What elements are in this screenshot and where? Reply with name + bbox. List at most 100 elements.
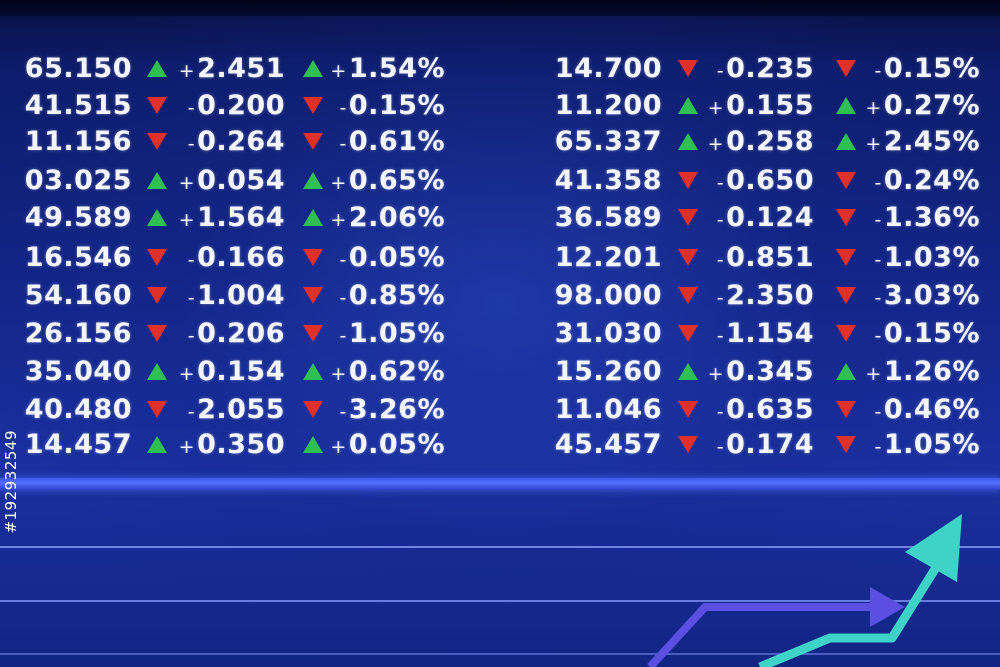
percent-value: 3.26% xyxy=(348,393,445,425)
down-triangle-icon xyxy=(678,248,698,266)
percent-sign: - xyxy=(874,286,882,309)
change-value: 0.650 xyxy=(726,164,814,196)
change-value: 0.166 xyxy=(197,241,285,273)
change-sign: + xyxy=(178,362,196,385)
quote-change: -0.650 xyxy=(698,165,814,196)
up-triangle-icon xyxy=(303,208,323,226)
change-value: 2.451 xyxy=(197,52,285,84)
quote-row: 11.200 +0.155 +0.27% xyxy=(550,88,980,122)
quote-change: +0.155 xyxy=(698,90,814,121)
up-triangle-icon xyxy=(147,435,167,453)
change-sign: - xyxy=(716,286,725,309)
quote-value: 35.040 xyxy=(24,355,132,387)
quote-change: -0.264 xyxy=(167,126,285,157)
percent-sign: - xyxy=(339,400,347,423)
quote-percent: +1.26% xyxy=(856,356,980,387)
quote-row: 31.030 -1.154 -0.15% xyxy=(550,316,980,350)
quote-row: 03.025 +0.054 +0.65% xyxy=(20,163,445,197)
quote-row: 36.589 -0.124 -1.36% xyxy=(550,200,980,234)
quote-value: 41.515 xyxy=(24,89,132,121)
quote-row: 49.589 +1.564 +2.06% xyxy=(20,200,445,234)
quote-change: -0.200 xyxy=(167,90,285,121)
percent-value: 0.15% xyxy=(883,317,980,349)
quote-value: 11.200 xyxy=(554,89,662,121)
up-triangle-icon xyxy=(836,132,856,150)
percent-value: 0.27% xyxy=(883,89,980,121)
down-triangle-icon xyxy=(303,324,323,342)
quote-change: +0.154 xyxy=(167,356,285,387)
down-triangle-icon xyxy=(303,248,323,266)
down-triangle-icon xyxy=(147,132,167,150)
main-arrow-head-icon xyxy=(905,514,962,582)
percent-sign: - xyxy=(339,324,347,347)
up-triangle-icon xyxy=(678,96,698,114)
quote-change: -2.350 xyxy=(698,280,814,311)
percent-value: 1.03% xyxy=(883,241,980,273)
change-value: 1.004 xyxy=(197,279,285,311)
change-value: 2.350 xyxy=(726,279,814,311)
quote-change: +0.350 xyxy=(167,429,285,460)
down-triangle-icon xyxy=(303,400,323,418)
quote-row: 35.040 +0.154 +0.62% xyxy=(20,354,445,388)
quote-value: 65.150 xyxy=(24,52,132,84)
down-triangle-icon xyxy=(678,171,698,189)
quote-row: 14.457 +0.350 +0.05% xyxy=(20,427,445,461)
quote-value: 54.160 xyxy=(24,279,132,311)
percent-value: 1.05% xyxy=(883,428,980,460)
trend-chart xyxy=(0,514,1000,667)
up-triangle-icon xyxy=(836,362,856,380)
quote-row: 45.457 -0.174 -1.05% xyxy=(550,427,980,461)
change-sign: - xyxy=(716,171,725,194)
quote-change: -1.004 xyxy=(167,280,285,311)
quote-value: 98.000 xyxy=(554,279,662,311)
down-triangle-icon xyxy=(836,286,856,304)
quote-value: 65.337 xyxy=(554,125,662,157)
quote-change: +2.451 xyxy=(167,53,285,84)
change-sign: - xyxy=(716,324,725,347)
change-value: 0.258 xyxy=(726,125,814,157)
change-value: 0.635 xyxy=(726,393,814,425)
percent-sign: + xyxy=(865,96,882,119)
percent-sign: + xyxy=(865,362,882,385)
quote-change: -0.635 xyxy=(698,394,814,425)
change-sign: - xyxy=(187,324,196,347)
quote-percent: +1.54% xyxy=(323,53,445,84)
percent-value: 0.24% xyxy=(883,164,980,196)
percent-value: 2.45% xyxy=(883,125,980,157)
quote-value: 45.457 xyxy=(554,428,662,460)
percent-value: 1.36% xyxy=(883,201,980,233)
down-triangle-icon xyxy=(678,324,698,342)
quote-percent: -1.05% xyxy=(856,429,980,460)
quote-percent: -0.15% xyxy=(856,53,980,84)
change-sign: - xyxy=(187,248,196,271)
percent-value: 0.65% xyxy=(348,164,445,196)
percent-sign: - xyxy=(874,171,882,194)
percent-sign: + xyxy=(330,59,347,82)
quote-value: 26.156 xyxy=(24,317,132,349)
percent-value: 0.85% xyxy=(348,279,445,311)
quote-value: 15.260 xyxy=(554,355,662,387)
up-triangle-icon xyxy=(147,208,167,226)
quote-value: 41.358 xyxy=(554,164,662,196)
up-triangle-icon xyxy=(303,362,323,380)
up-triangle-icon xyxy=(678,362,698,380)
percent-sign: - xyxy=(874,208,882,231)
change-value: 1.564 xyxy=(197,201,285,233)
quote-row: 54.160 -1.004 - 0.85% xyxy=(20,278,445,312)
quote-percent: +2.06% xyxy=(323,202,445,233)
change-sign: - xyxy=(716,248,725,271)
down-triangle-icon xyxy=(147,96,167,114)
quote-percent: +2.45% xyxy=(856,126,980,157)
quote-percent: -0.15% xyxy=(323,90,445,121)
quote-row: 98.000 -2.350 -3.03% xyxy=(550,278,980,312)
change-sign: - xyxy=(187,286,196,309)
percent-sign: - xyxy=(874,324,882,347)
percent-sign: - xyxy=(874,400,882,423)
main-trend-line xyxy=(758,550,949,667)
change-value: 0.155 xyxy=(726,89,814,121)
quote-row: 15.260 +0.345 +1.26% xyxy=(550,354,980,388)
change-sign: + xyxy=(178,208,196,231)
change-value: 0.200 xyxy=(197,89,285,121)
change-sign: - xyxy=(716,59,725,82)
percent-sign: + xyxy=(330,171,347,194)
